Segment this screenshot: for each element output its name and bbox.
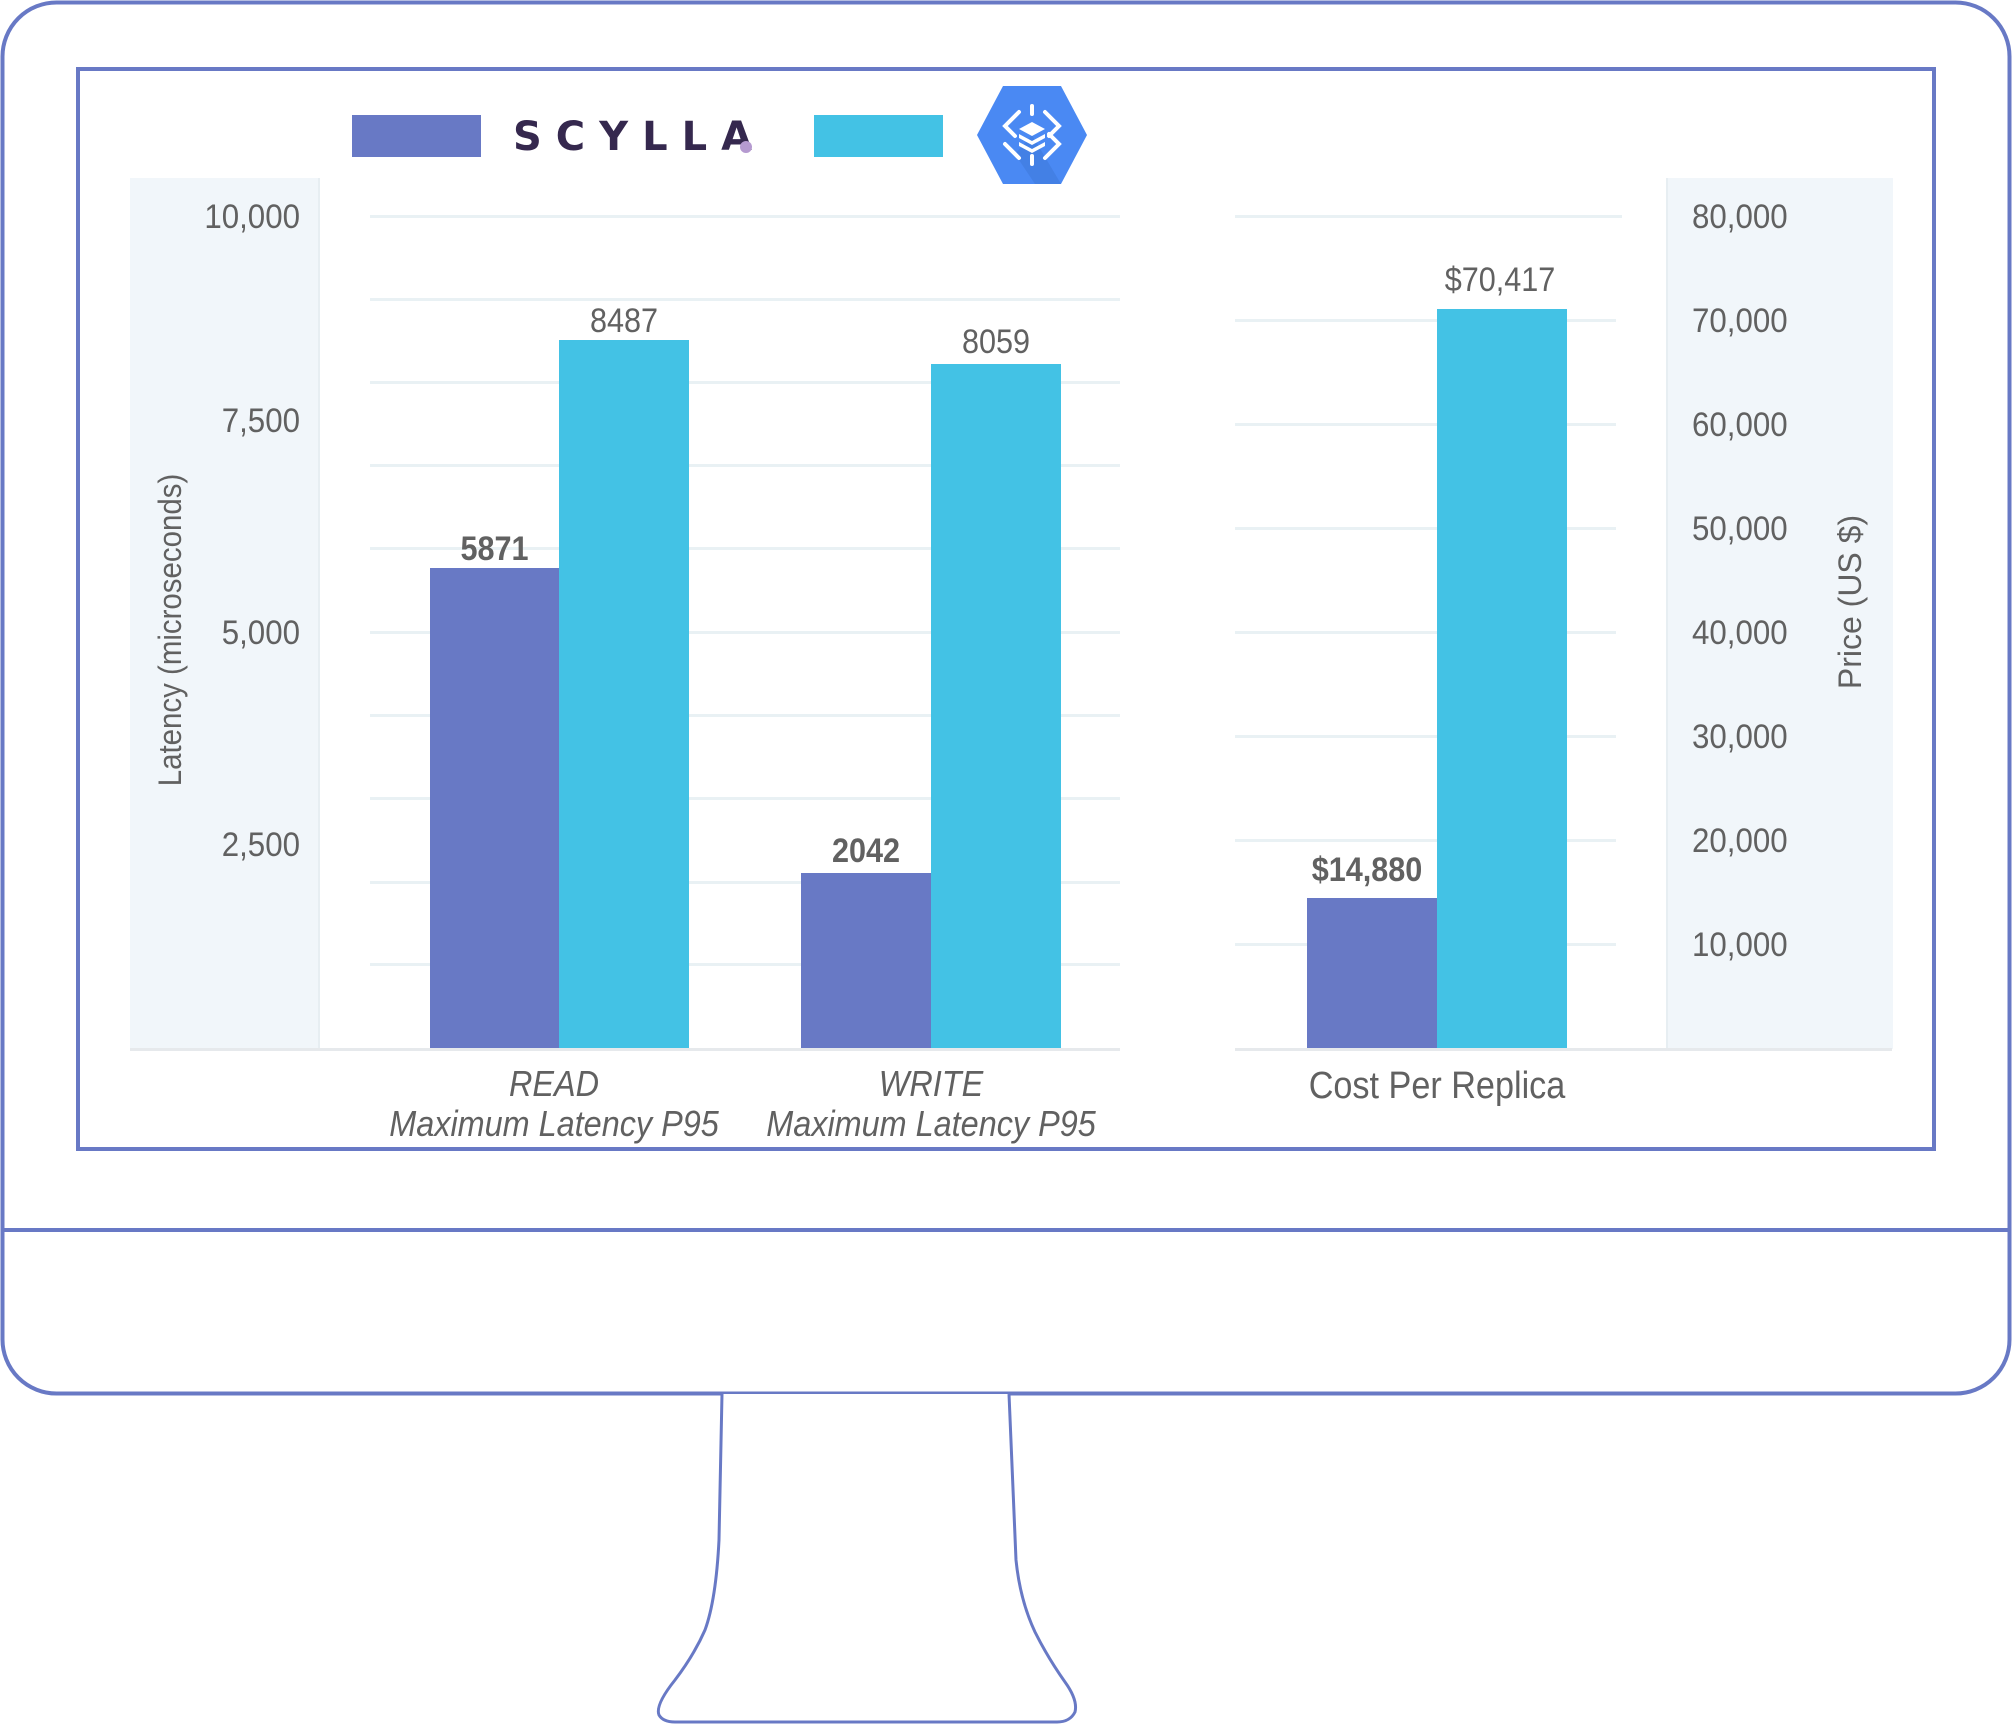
bar-cost-competitor xyxy=(1437,309,1567,1048)
category-label-read: READ Maximum Latency P95 xyxy=(374,1064,734,1143)
right-tick: 60,000 xyxy=(1692,406,1788,444)
gridline xyxy=(1235,215,1622,218)
right-axis-panel xyxy=(1666,178,1893,1049)
bar-write-scylla xyxy=(801,873,931,1048)
left-tick: 10,000 xyxy=(204,198,300,236)
value-label-write-scylla: 2042 xyxy=(831,832,901,870)
bar-read-competitor xyxy=(559,340,689,1048)
gridline xyxy=(370,963,1120,966)
value-label-cost-competitor: $70,417 xyxy=(1444,261,1556,299)
cloud-bigtable-hexagon-icon xyxy=(977,86,1087,184)
right-tick: 20,000 xyxy=(1692,822,1788,860)
value-label-read-scylla: 5871 xyxy=(460,530,529,568)
legend-swatch-competitor xyxy=(814,115,943,157)
gridline xyxy=(370,797,1120,800)
category-label-read-line2: Maximum Latency P95 xyxy=(389,1102,719,1144)
value-label-read-competitor: 8487 xyxy=(589,302,659,340)
gridline xyxy=(370,881,1120,884)
gridline xyxy=(370,714,1120,717)
gridline xyxy=(1235,839,1616,842)
gridline xyxy=(370,298,1120,301)
gridline xyxy=(370,464,1120,467)
value-label-cost-scylla: $14,880 xyxy=(1311,851,1423,889)
right-tick: 30,000 xyxy=(1692,718,1788,756)
category-label-read-line1: READ xyxy=(508,1063,600,1104)
left-tick: 5,000 xyxy=(221,614,300,652)
bar-read-scylla xyxy=(430,568,559,1048)
right-tick: 40,000 xyxy=(1692,614,1788,652)
bar-cost-scylla xyxy=(1307,898,1437,1048)
gridline xyxy=(370,547,1120,550)
gridline xyxy=(1235,319,1616,322)
left-tick: 2,500 xyxy=(221,826,300,864)
category-label-write-line1: WRITE xyxy=(878,1063,984,1104)
left-baseline xyxy=(130,1048,1120,1051)
left-tick: 7,500 xyxy=(221,402,300,440)
right-baseline xyxy=(1235,1048,1892,1051)
category-label-write-line2: Maximum Latency P95 xyxy=(766,1102,1096,1144)
right-axis-title: Price (US $) xyxy=(1832,514,1868,690)
scylla-logo-dot xyxy=(740,141,752,153)
right-tick: 10,000 xyxy=(1692,926,1788,964)
right-tick: 70,000 xyxy=(1692,302,1788,340)
gridline xyxy=(1235,423,1616,426)
value-label-write-competitor: 8059 xyxy=(961,323,1031,361)
bar-write-competitor xyxy=(931,364,1061,1048)
gridline xyxy=(370,631,1120,634)
right-tick: 80,000 xyxy=(1692,198,1788,236)
gridline xyxy=(370,381,1120,384)
gridline xyxy=(1235,527,1616,530)
legend-swatch-scylla xyxy=(352,115,481,157)
category-label-write: WRITE Maximum Latency P95 xyxy=(751,1064,1111,1143)
right-tick: 50,000 xyxy=(1692,510,1788,548)
gridline xyxy=(370,215,1120,218)
scylla-logo: SCYLLA xyxy=(513,114,767,160)
left-axis-panel xyxy=(130,178,320,1049)
category-label-cost: Cost Per Replica xyxy=(1308,1065,1566,1107)
gridline xyxy=(1235,631,1616,634)
gridline xyxy=(1235,735,1616,738)
